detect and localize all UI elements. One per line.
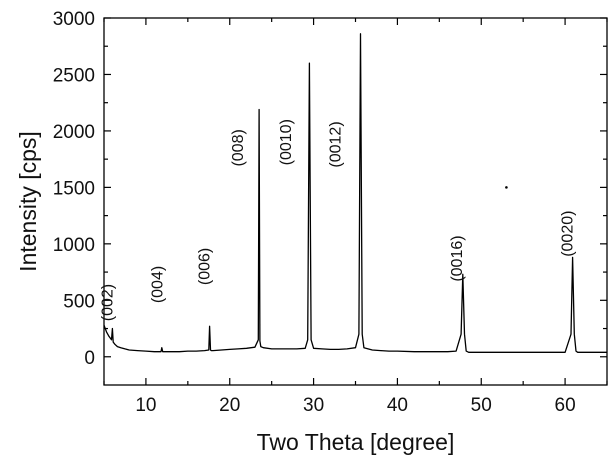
y-tick-label: 3000 <box>53 9 95 30</box>
plot-area <box>103 17 608 386</box>
y-axis: 0 500 1000 1500 2000 2500 3000 <box>53 9 607 369</box>
x-tick-label: 40 <box>387 395 408 416</box>
x-axis-title: Two Theta [degree] <box>257 429 455 455</box>
plot-border <box>103 17 608 386</box>
series-line <box>103 33 607 353</box>
x-axis: 10 20 30 40 50 60 <box>103 18 608 416</box>
y-tick-label: 500 <box>63 291 95 312</box>
x-tick-label: 10 <box>135 395 156 416</box>
y-tick-label: 0 <box>84 348 95 369</box>
peak-label: (0010) <box>278 119 295 165</box>
y-tick-label: 2500 <box>53 65 95 86</box>
peak-label: (0020) <box>560 211 577 257</box>
x-tick-label: 20 <box>219 395 240 416</box>
series-group <box>103 33 607 353</box>
x-tick-label: 50 <box>471 395 492 416</box>
peak-label: (008) <box>230 129 247 166</box>
peak-labels: (002) (004) (006) (008) (0010) (0012) (0016) (0… <box>99 119 576 321</box>
peak-label: (0012) <box>327 121 344 167</box>
y-axis-title: Intensity [cps] <box>15 131 41 272</box>
peak-label: (002) <box>99 284 116 321</box>
x-tick-label: 30 <box>303 395 324 416</box>
x-tick-label: 60 <box>555 395 576 416</box>
y-tick-label: 1000 <box>53 235 95 256</box>
stray-point <box>505 186 508 189</box>
peak-label: (006) <box>197 248 214 285</box>
peak-label: (0016) <box>449 235 466 281</box>
peak-label: (004) <box>150 266 167 303</box>
y-tick-label: 2000 <box>53 122 95 143</box>
y-tick-label: 1500 <box>53 178 95 199</box>
